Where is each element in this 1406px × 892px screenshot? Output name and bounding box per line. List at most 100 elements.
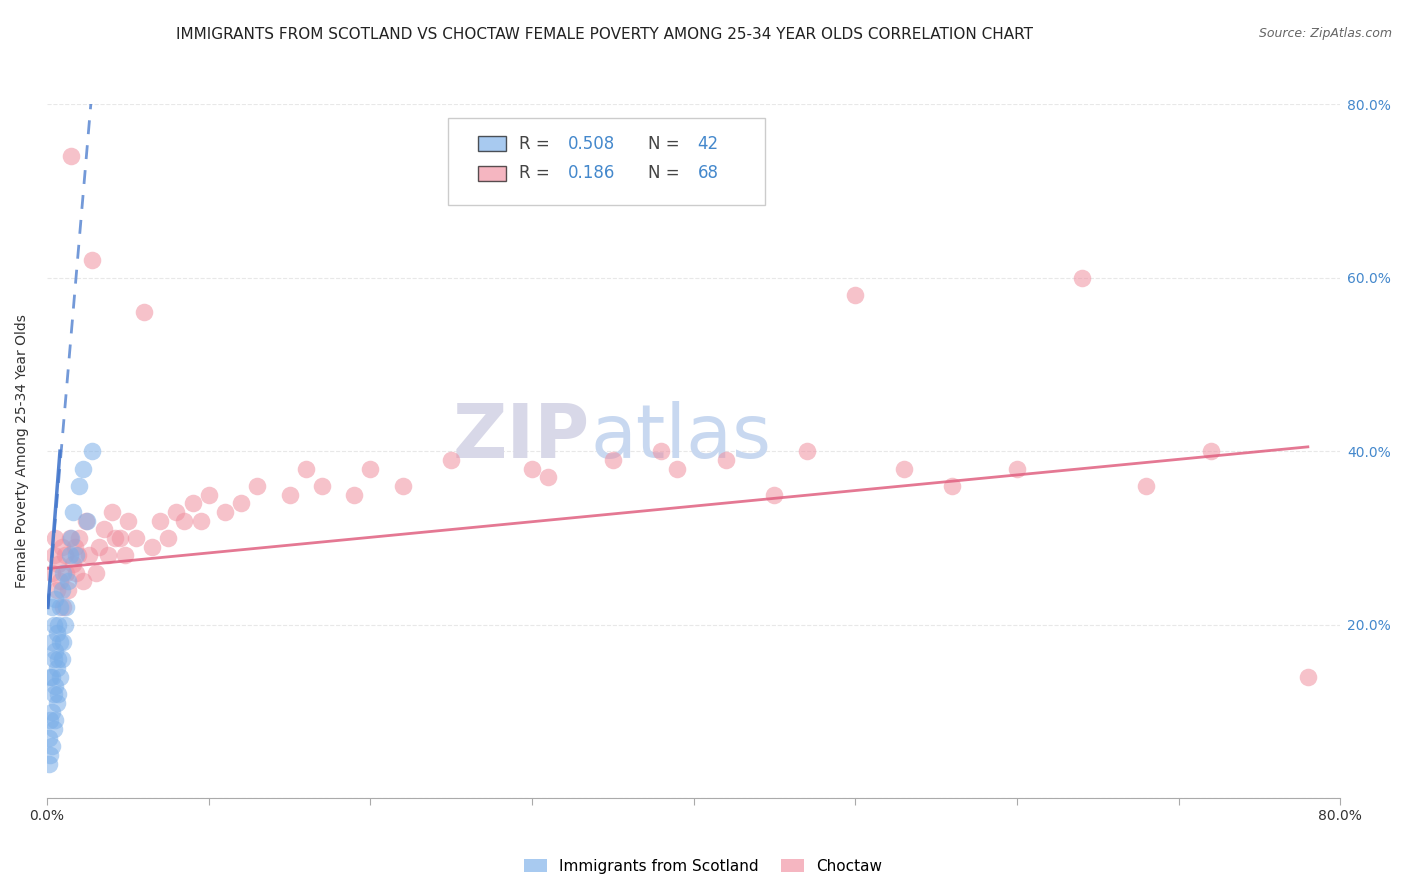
Point <box>141 540 163 554</box>
Point <box>278 487 301 501</box>
Point <box>38 731 60 745</box>
Point <box>41 670 63 684</box>
Point <box>39 670 62 684</box>
Text: IMMIGRANTS FROM SCOTLAND VS CHOCTAW FEMALE POVERTY AMONG 25-34 YEAR OLDS CORRELA: IMMIGRANTS FROM SCOTLAND VS CHOCTAW FEMA… <box>176 27 1033 42</box>
Point <box>488 184 510 198</box>
Point <box>39 713 62 727</box>
Point <box>60 531 83 545</box>
Point <box>41 600 63 615</box>
Point <box>72 461 94 475</box>
Text: ZIP: ZIP <box>453 401 591 474</box>
Point <box>49 670 72 684</box>
Point <box>42 687 65 701</box>
Point <box>55 566 77 580</box>
Point <box>41 705 63 719</box>
Point <box>65 549 87 563</box>
Point <box>67 479 90 493</box>
Point <box>42 617 65 632</box>
Point <box>48 617 70 632</box>
Point <box>181 496 204 510</box>
Point <box>76 514 98 528</box>
Point <box>66 549 89 563</box>
Text: Source: ZipAtlas.com: Source: ZipAtlas.com <box>1258 27 1392 40</box>
Point <box>157 531 180 545</box>
Point <box>391 479 413 493</box>
Point <box>941 479 963 493</box>
Text: atlas: atlas <box>591 401 770 474</box>
Point <box>44 644 66 658</box>
Point <box>77 549 100 563</box>
Point <box>246 479 269 493</box>
Point <box>132 305 155 319</box>
Point <box>650 444 672 458</box>
Text: N =: N = <box>648 164 685 183</box>
Point <box>100 505 122 519</box>
Point <box>165 505 187 519</box>
Legend: Immigrants from Scotland, Choctaw: Immigrants from Scotland, Choctaw <box>517 853 889 880</box>
FancyBboxPatch shape <box>478 166 506 181</box>
Point <box>104 531 127 545</box>
Text: 42: 42 <box>697 135 718 153</box>
Point <box>39 747 62 762</box>
Point <box>41 566 63 580</box>
Point <box>41 635 63 649</box>
Point <box>343 487 366 501</box>
Point <box>714 453 737 467</box>
Point <box>49 635 72 649</box>
Point <box>149 514 172 528</box>
Point <box>45 661 67 675</box>
Point <box>75 514 97 528</box>
Point <box>49 574 72 589</box>
Point <box>173 514 195 528</box>
Text: 0.508: 0.508 <box>568 135 616 153</box>
Text: R =: R = <box>519 135 555 153</box>
Point <box>63 540 86 554</box>
FancyBboxPatch shape <box>449 118 765 204</box>
Point <box>51 540 73 554</box>
Point <box>311 479 333 493</box>
Point <box>1005 461 1028 475</box>
Point <box>65 566 87 580</box>
Point <box>38 756 60 771</box>
Point <box>48 557 70 571</box>
Point <box>44 591 66 606</box>
Point <box>49 600 72 615</box>
Point <box>1296 670 1319 684</box>
Point <box>44 531 66 545</box>
Point <box>59 549 82 563</box>
Point <box>41 739 63 754</box>
Point <box>796 444 818 458</box>
Point <box>763 487 786 501</box>
Point <box>108 531 131 545</box>
Point <box>67 531 90 545</box>
Point <box>197 487 219 501</box>
Point <box>82 444 104 458</box>
Point <box>440 453 463 467</box>
Point <box>62 505 84 519</box>
Point <box>666 461 689 475</box>
Point <box>60 149 83 163</box>
Point <box>52 635 75 649</box>
Point <box>114 549 136 563</box>
Point <box>117 514 139 528</box>
Point <box>59 531 82 545</box>
Point <box>125 531 148 545</box>
Point <box>214 505 236 519</box>
Point <box>45 583 67 598</box>
Point <box>84 566 107 580</box>
Point <box>51 652 73 666</box>
Point <box>294 461 316 475</box>
Text: 0.186: 0.186 <box>568 164 616 183</box>
Point <box>56 583 79 598</box>
Point <box>42 652 65 666</box>
Point <box>537 470 560 484</box>
Point <box>229 496 252 510</box>
Point <box>82 253 104 268</box>
Y-axis label: Female Poverty Among 25-34 Year Olds: Female Poverty Among 25-34 Year Olds <box>15 314 30 588</box>
Point <box>97 549 120 563</box>
Point <box>893 461 915 475</box>
Text: R =: R = <box>519 164 555 183</box>
Point <box>93 522 115 536</box>
Point <box>52 566 75 580</box>
Point <box>42 549 65 563</box>
